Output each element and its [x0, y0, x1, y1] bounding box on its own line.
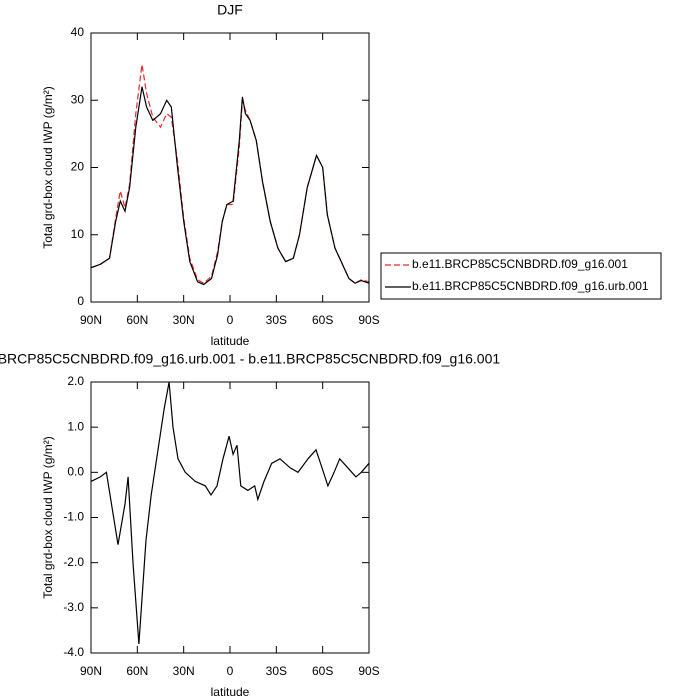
- x-tick-label: 60N: [126, 313, 148, 327]
- y-tick-label: 0.0: [67, 465, 84, 479]
- y-tick-label: -1.0: [63, 510, 84, 524]
- x-tick-label: 30S: [266, 313, 287, 327]
- x-axis-label: latitude: [211, 334, 250, 348]
- data-line: [90, 86, 370, 286]
- y-tick-label: 40: [71, 25, 85, 39]
- legend-label: b.e11.BRCP85C5CNBDRD.f09_g16.001: [412, 257, 628, 271]
- y-axis-label: Total grd-box cloud IWP (g/m²): [41, 86, 55, 249]
- x-tick-label: 0: [227, 664, 234, 678]
- y-tick-label: 10: [71, 227, 85, 241]
- x-tick-label: 90S: [358, 664, 379, 678]
- x-tick-label: 90N: [80, 664, 102, 678]
- x-tick-label: 60S: [312, 313, 333, 327]
- chart-title: b.e11.BRCP85C5CNBDRD.f09_g16.urb.001 - b…: [0, 351, 500, 367]
- y-tick-label: 2.0: [67, 374, 84, 388]
- legend-box: [380, 252, 662, 300]
- plot-frame: [90, 381, 370, 654]
- y-tick-label: 30: [71, 92, 85, 106]
- x-tick-label: 30S: [266, 664, 287, 678]
- x-tick-label: 60N: [126, 664, 148, 678]
- y-tick-label: -2.0: [63, 555, 84, 569]
- y-tick-label: 1.0: [67, 419, 84, 433]
- x-tick-label: 30N: [173, 664, 195, 678]
- y-tick-label: 20: [71, 160, 85, 174]
- data-line: [90, 64, 370, 284]
- x-tick-label: 30N: [173, 313, 195, 327]
- data-line: [90, 381, 370, 645]
- x-tick-label: 90S: [358, 313, 379, 327]
- x-tick-label: 0: [227, 313, 234, 327]
- legend-label: b.e11.BRCP85C5CNBDRD.f09_g16.urb.001: [412, 279, 649, 293]
- x-tick-label: 60S: [312, 664, 333, 678]
- y-tick-label: -4.0: [63, 645, 84, 659]
- x-axis-label: latitude: [211, 685, 250, 699]
- y-tick-label: -3.0: [63, 600, 84, 614]
- x-tick-label: 90N: [80, 313, 102, 327]
- y-tick-label: 0: [77, 294, 84, 308]
- plot-frame: [90, 32, 370, 303]
- chart-title: DJF: [217, 2, 243, 18]
- y-axis-label: Total grd-box cloud IWP (g/m²): [41, 436, 55, 599]
